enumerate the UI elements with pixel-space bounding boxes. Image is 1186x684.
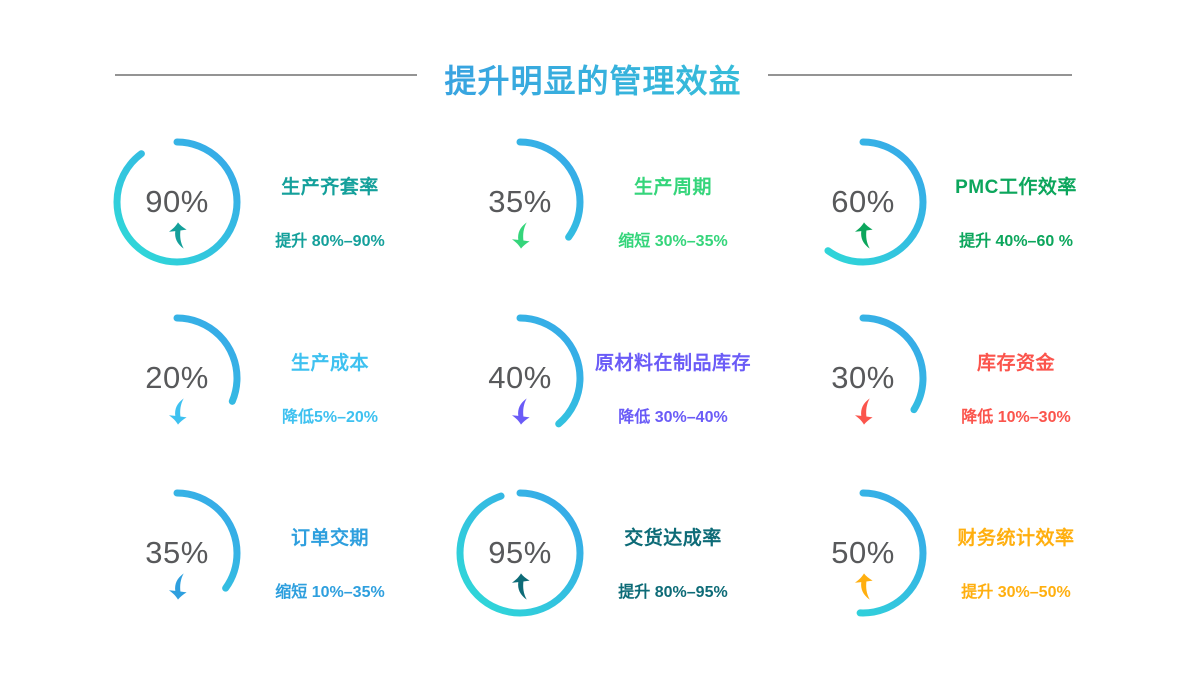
stat-range: 降低5%–20% [281,409,379,426]
gauge-percent: 50% [831,535,895,570]
stat-range: 提升 80%–95% [618,584,728,601]
gauge-percent: 30% [831,360,895,395]
gauge-percent: 35% [145,535,209,570]
stat-card: 35% 订单交期 缩短 10%–35% [113,489,443,631]
trend-down-arrow-icon [168,573,187,600]
gauge-percent: 60% [831,184,895,219]
trend-up-arrow-icon [854,222,873,249]
stat-range: 提升 30%–50% [961,584,1071,601]
stat-text-block: 库存资金 降低 10%–30% [924,314,1108,456]
trend-down-arrow-icon [511,222,530,249]
stat-range: 降低 30%–40% [618,409,728,426]
stat-text-block: 财务统计效率 提升 30%–50% [924,489,1108,631]
gauge-percent: 90% [145,184,209,219]
gauge-percent: 20% [145,360,209,395]
stat-card: 35% 生产周期 缩短 30%–35% [456,138,786,280]
stat-card: 60% PMC工作效率 提升 40%–60 % [799,138,1129,280]
gauge-arc [456,138,584,266]
stat-card: 90% 生产齐套率 提升 80%–90% [113,138,443,280]
gauge: 20% [113,314,241,442]
gauge: 35% [456,138,584,266]
stat-card: 30% 库存资金 降低 10%–30% [799,314,1129,456]
stat-range: 提升 80%–90% [275,233,385,250]
stat-text-block: 原材料在制品库存 降低 30%–40% [581,314,765,456]
gauge-arc [456,489,584,617]
gauge: 95% [456,489,584,617]
gauge-percent: 95% [488,535,552,570]
stat-title: 生产成本 [290,353,369,374]
stat-title: 原材料在制品库存 [594,353,751,374]
stat-card: 95% 交货达成率 提升 80%–95% [456,489,786,631]
gauge-arc [113,314,241,442]
gauge-arc [456,314,584,442]
stat-title: PMC工作效率 [955,177,1077,198]
title-divider-right [768,74,1072,76]
stat-card: 40% 原材料在制品库存 降低 30%–40% [456,314,786,456]
stat-card: 50% 财务统计效率 提升 30%–50% [799,489,1129,631]
gauge-arc [113,138,241,266]
stat-card: 20% 生产成本 降低5%–20% [113,314,443,456]
trend-down-arrow-icon [854,398,873,425]
stat-title: 生产周期 [633,177,712,198]
stat-text-block: PMC工作效率 提升 40%–60 % [924,138,1108,280]
page-title: 提升明显的管理效益 [0,56,1186,102]
gauge: 90% [113,138,241,266]
stat-text-block: 生产周期 缩短 30%–35% [581,138,765,280]
title-divider-left [115,74,417,76]
stat-text-block: 订单交期 缩短 10%–35% [238,489,422,631]
stat-title: 订单交期 [290,528,369,549]
gauge-arc [799,489,927,617]
stat-title: 生产齐套率 [281,177,379,198]
gauge-arc [799,314,927,442]
gauge-arc [799,138,927,266]
stat-range: 提升 40%–60 % [959,233,1073,250]
gauge-percent: 35% [488,184,552,219]
trend-up-arrow-icon [854,573,873,600]
gauge-percent: 40% [488,360,552,395]
stat-title: 交货达成率 [624,528,722,549]
stat-text-block: 生产成本 降低5%–20% [238,314,422,456]
trend-down-arrow-icon [168,398,187,425]
stat-title: 财务统计效率 [957,528,1075,549]
stat-range: 缩短 10%–35% [275,584,385,601]
stat-text-block: 生产齐套率 提升 80%–90% [238,138,422,280]
trend-up-arrow-icon [511,573,530,600]
gauge: 30% [799,314,927,442]
trend-up-arrow-icon [168,222,187,249]
gauge: 35% [113,489,241,617]
gauge: 40% [456,314,584,442]
trend-down-arrow-icon [511,398,530,425]
stat-range: 降低 10%–30% [961,409,1071,426]
stat-text-block: 交货达成率 提升 80%–95% [581,489,765,631]
stat-range: 缩短 30%–35% [618,233,728,250]
gauge: 60% [799,138,927,266]
stat-title: 库存资金 [976,353,1055,374]
gauge-arc [113,489,241,617]
gauge: 50% [799,489,927,617]
